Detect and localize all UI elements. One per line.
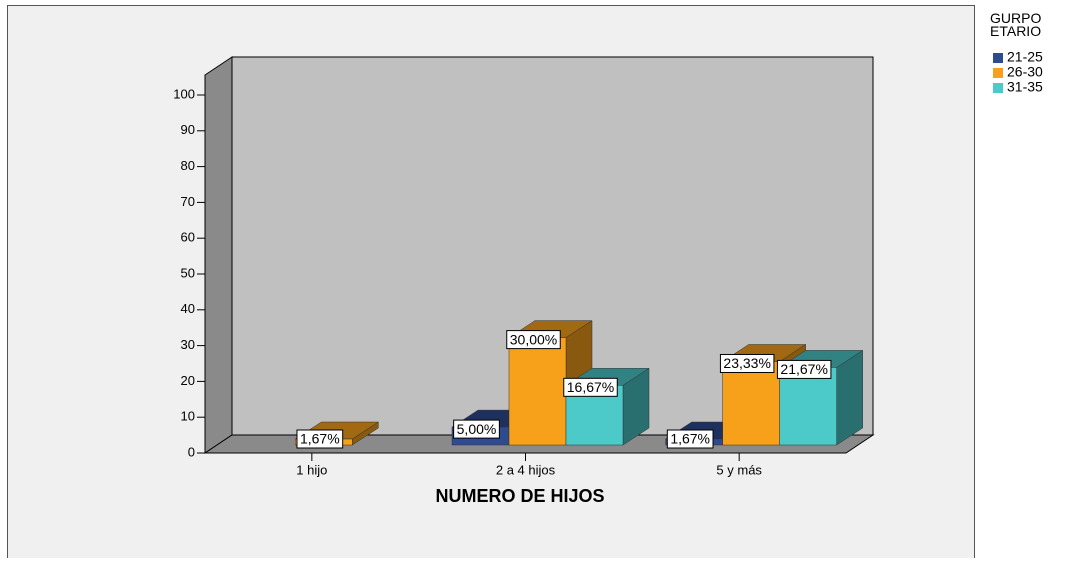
- value-label: 23,33%: [723, 355, 770, 371]
- legend-label: 26-30: [1007, 64, 1043, 80]
- value-label-box: [506, 330, 561, 350]
- bar-front: [508, 337, 567, 446]
- value-label-box: [453, 419, 500, 439]
- value-label: 30,00%: [510, 331, 557, 347]
- legend-swatch: [993, 68, 1003, 78]
- y-tick-label: 100: [173, 86, 195, 101]
- y-tick-label: 30: [181, 337, 195, 352]
- legend-label: 21-25: [1007, 49, 1043, 65]
- side-wall: [204, 56, 233, 454]
- y-tick-label: 70: [181, 194, 195, 209]
- y-tick-label: 20: [181, 373, 195, 388]
- legend-label: 31-35: [1007, 79, 1043, 95]
- value-label: 5,00%: [457, 421, 497, 437]
- value-label-box: [666, 429, 714, 449]
- value-label: 16,67%: [567, 379, 614, 395]
- y-tick-label: 40: [181, 301, 195, 316]
- value-label: 1,67%: [670, 431, 710, 447]
- bar: [778, 349, 864, 446]
- y-tick-label: 50: [181, 265, 195, 280]
- y-tick-label: 0: [188, 444, 195, 459]
- bar-front: [779, 367, 837, 446]
- value-label: 1,67%: [300, 431, 340, 447]
- y-tick-label: 60: [181, 230, 195, 245]
- y-tick-label: 90: [181, 122, 195, 137]
- value-label: 21,67%: [780, 361, 827, 377]
- value-label-box: [563, 377, 618, 397]
- y-tick-label: 10: [181, 409, 195, 424]
- x-tick-label: 5 y más: [716, 462, 762, 477]
- bar-front: [722, 361, 780, 446]
- value-label-box: [296, 429, 344, 449]
- x-tick-label: 2 a 4 hijos: [496, 462, 556, 477]
- value-label-box: [719, 353, 775, 373]
- legend-swatch: [993, 53, 1003, 63]
- legend-title: GURPO ETARIO: [990, 10, 1042, 39]
- x-axis-title: NUMERO DE HIJOS: [435, 486, 604, 506]
- y-tick-label: 80: [181, 158, 195, 173]
- x-tick-label: 1 hijo: [296, 462, 327, 477]
- value-label-box: [776, 359, 832, 379]
- legend-swatch: [993, 83, 1003, 93]
